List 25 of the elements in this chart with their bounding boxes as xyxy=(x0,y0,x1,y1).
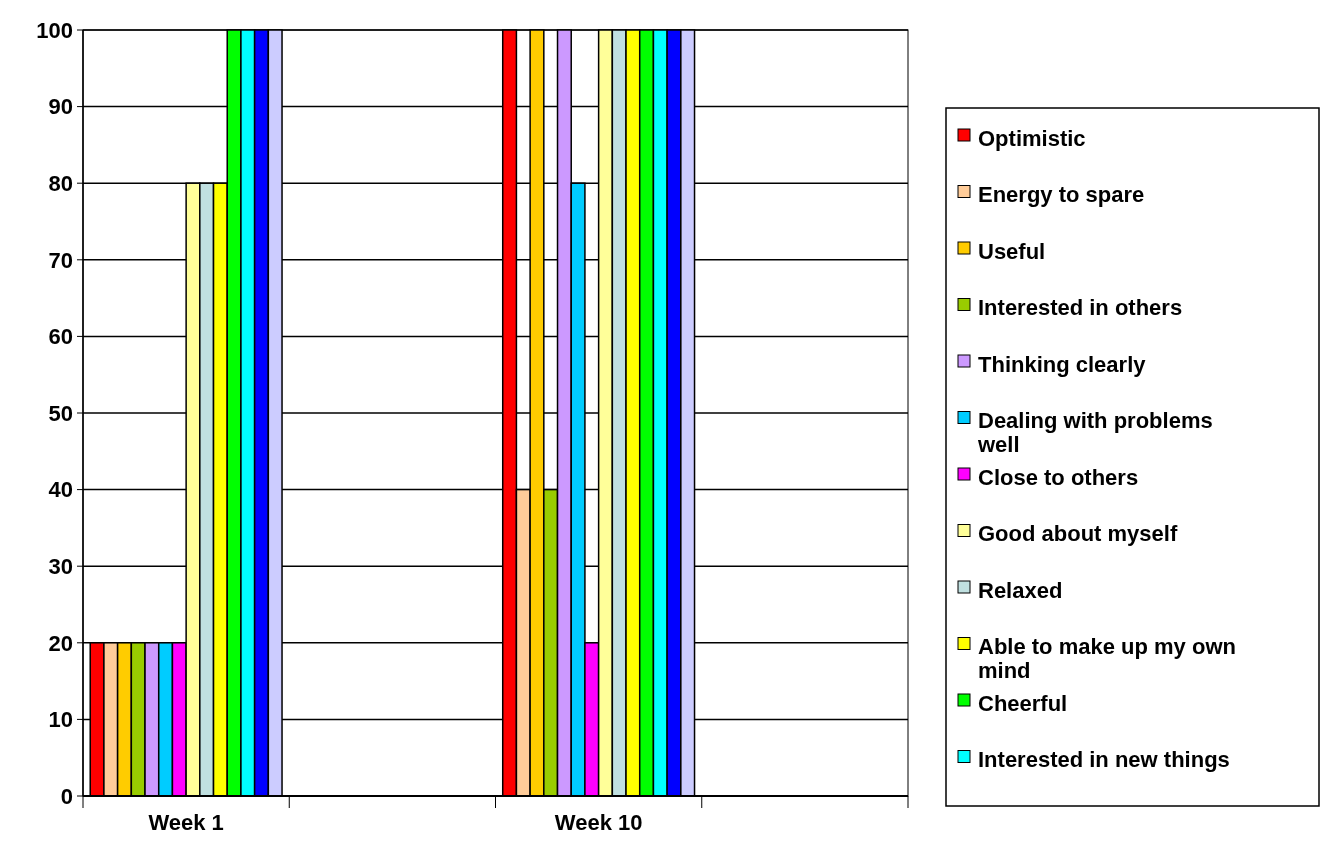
y-tick-label: 80 xyxy=(48,170,73,196)
legend-label: Close to others xyxy=(978,464,1139,490)
y-tick-label: 60 xyxy=(48,324,73,350)
legend-label: Relaxed xyxy=(978,577,1063,603)
legend-label: Able to make up my own mind xyxy=(978,634,1236,684)
y-tick-label: 30 xyxy=(48,553,73,579)
legend-label: Dealing with problems well xyxy=(977,408,1213,458)
y-tick-label: 40 xyxy=(48,477,73,503)
y-tick-label: 0 xyxy=(60,783,73,809)
legend-label: Energy to spare xyxy=(978,182,1145,208)
y-tick-label: 20 xyxy=(48,630,73,656)
legend-label: Good about myself xyxy=(978,521,1178,547)
legend-label: Interested in new things xyxy=(978,747,1230,773)
x-tick-label: Week 10 xyxy=(554,810,643,835)
y-tick-label: 70 xyxy=(48,247,73,273)
legend-label: Useful xyxy=(978,238,1046,264)
y-tick-label: 100 xyxy=(36,17,73,43)
legend-label: Thinking clearly xyxy=(978,351,1147,377)
legend-label: Interested in others xyxy=(978,295,1183,321)
y-tick-label: 50 xyxy=(48,400,73,426)
y-tick-label: 10 xyxy=(48,707,73,733)
legend-label: Optimistic xyxy=(978,125,1086,151)
x-tick-label: Week 1 xyxy=(148,810,224,835)
legend-label: Cheerful xyxy=(978,690,1068,716)
y-tick-label: 90 xyxy=(48,94,73,120)
